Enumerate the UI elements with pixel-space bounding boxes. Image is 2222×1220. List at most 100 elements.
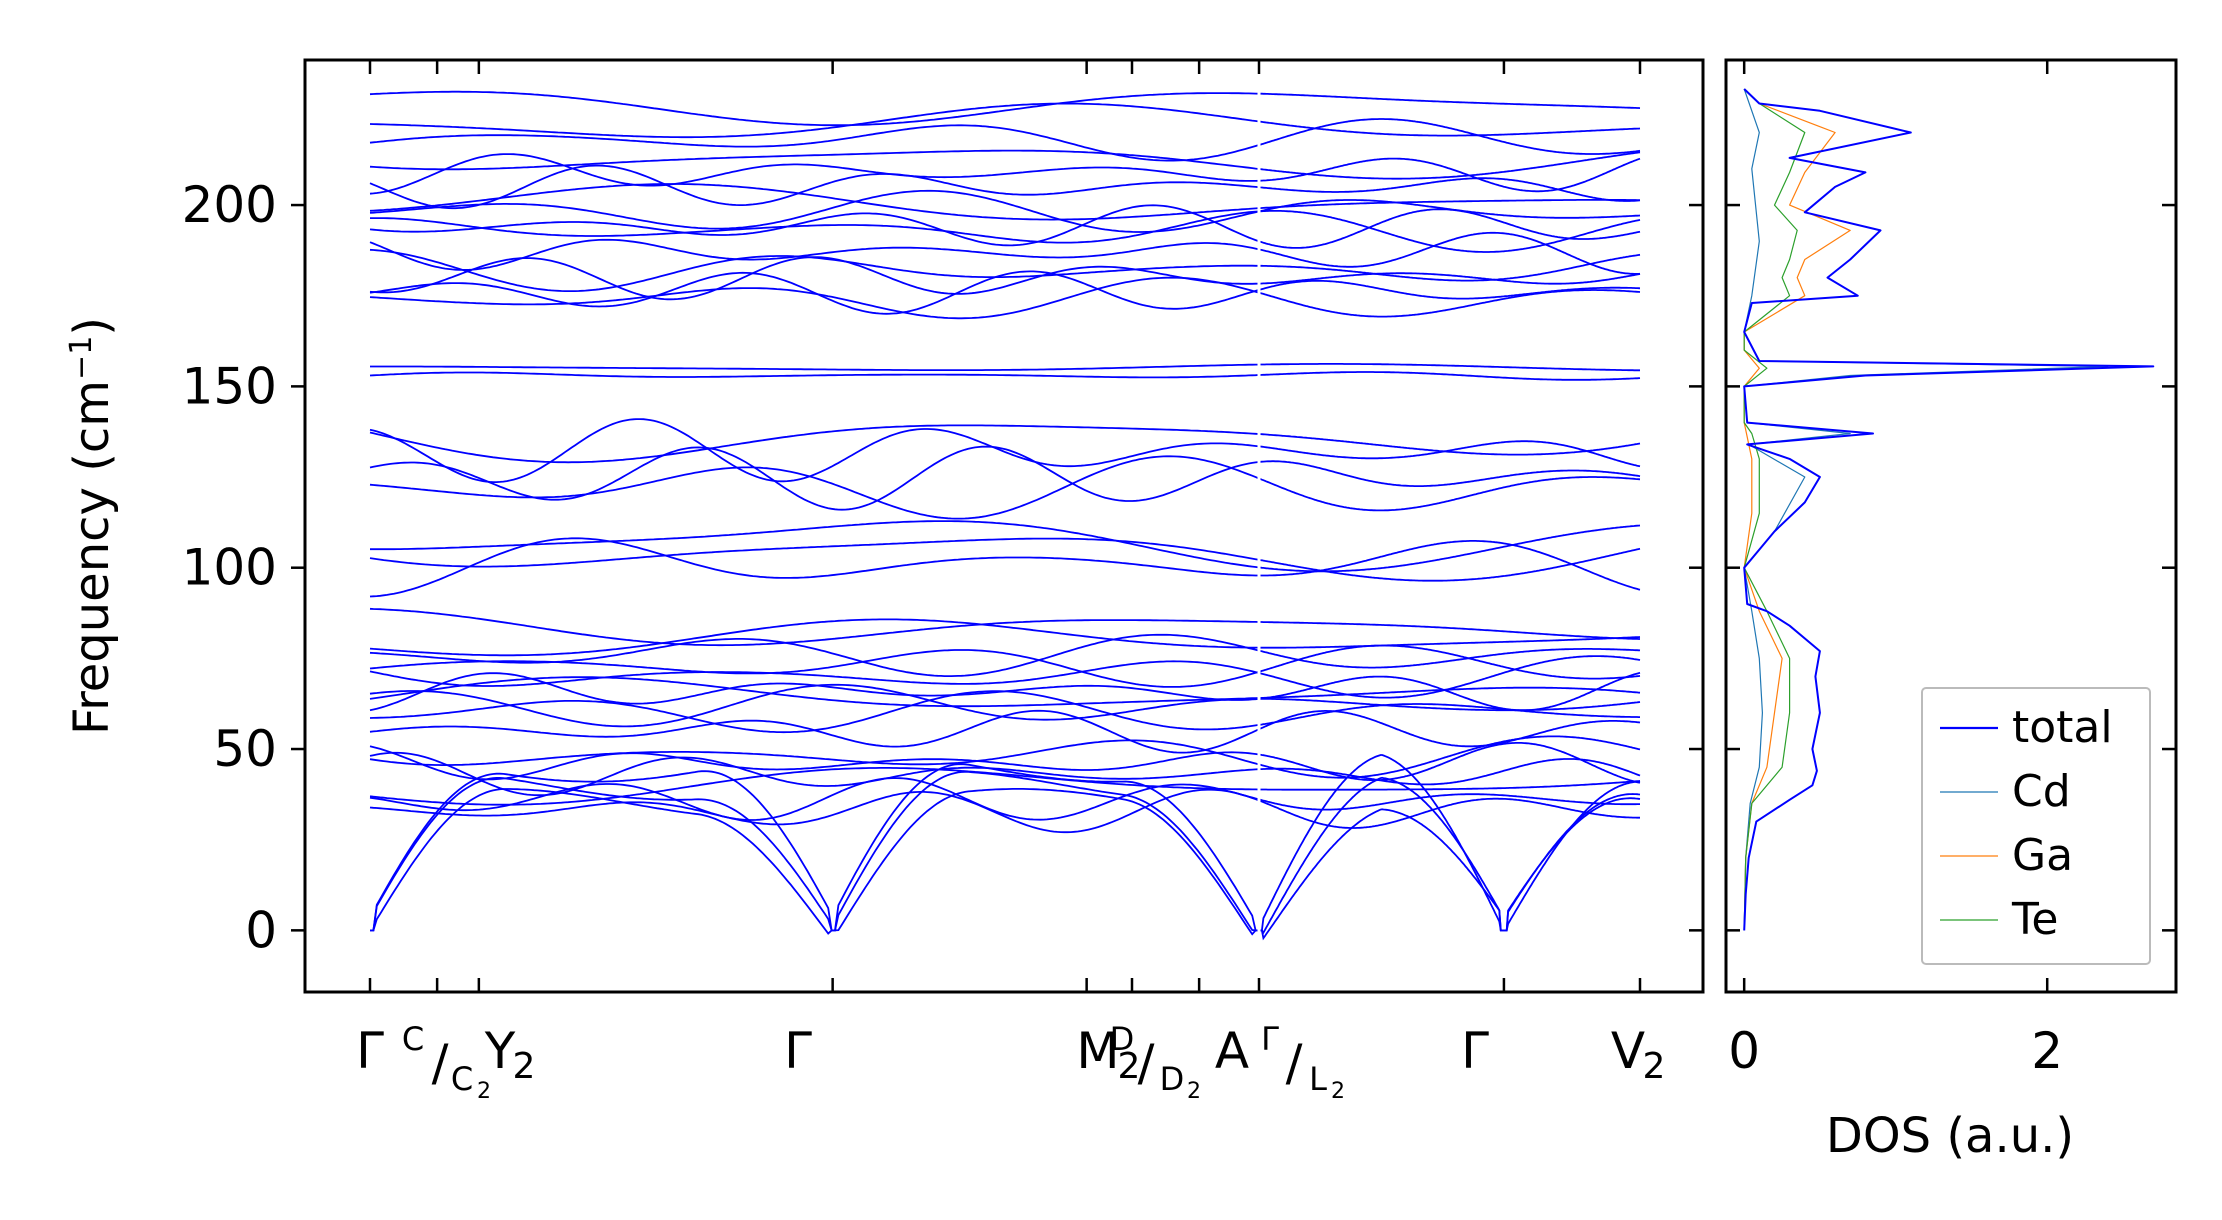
legend-frame bbox=[1921, 687, 2151, 965]
phonon-band bbox=[369, 672, 1260, 712]
phonon-band bbox=[369, 270, 1260, 315]
y-axis-label-close: ) bbox=[64, 317, 120, 336]
x-tick-label-d-sub: D bbox=[1160, 1060, 1185, 1098]
phonon-band bbox=[1259, 797, 1641, 941]
dos-panel-frame bbox=[1724, 58, 2178, 994]
phonon-band bbox=[369, 276, 1260, 320]
phonon-band bbox=[369, 676, 1260, 708]
x-tick-label-y2-sub: 2 bbox=[513, 1046, 536, 1087]
dos-x-tick-label: 2 bbox=[2031, 1022, 2063, 1080]
dos-ticks bbox=[1726, 60, 2176, 992]
band-x-ticks bbox=[368, 60, 1642, 992]
band-structure-panel: 0 50 100 150 200 Γ C / C 2 Y 2 Γ M 2 D / D 2… bbox=[64, 58, 1705, 1104]
x-tick-label-gl-sub-2: 2 bbox=[1331, 1079, 1345, 1104]
phonon-band bbox=[369, 204, 1260, 247]
phonon-band bbox=[369, 537, 1259, 598]
phonon-band bbox=[369, 424, 1260, 464]
phonon-band bbox=[1258, 793, 1640, 811]
dos-legend: total Cd Ga Te bbox=[1921, 687, 2151, 965]
phonon-band bbox=[1258, 742, 1641, 784]
phonon-band bbox=[369, 445, 1260, 511]
band-y-axis-label: Frequency (cm−1) bbox=[64, 317, 121, 735]
phonon-band bbox=[1258, 440, 1641, 468]
phonon-band bbox=[1258, 671, 1641, 712]
phonon-band bbox=[369, 248, 1259, 292]
x-tick-label-m2-sub: 2 bbox=[1118, 1046, 1141, 1087]
phonon-band bbox=[369, 751, 1260, 797]
x-tick-label-gamma-1: Γ bbox=[356, 1022, 384, 1080]
phonon-band bbox=[1259, 92, 1641, 109]
phonon-band bbox=[1258, 231, 1641, 275]
phonon-band bbox=[370, 788, 1259, 936]
x-tick-label-gl-sub: L bbox=[1309, 1060, 1327, 1098]
phonon-band bbox=[369, 455, 1260, 520]
phonon-band bbox=[1259, 636, 1641, 649]
phonon-band bbox=[369, 767, 1260, 806]
x-tick-label-c-sup: C bbox=[402, 1020, 424, 1058]
band-x-tick-labels: Γ C / C 2 Y 2 Γ M 2 D / D 2 A Γ / L 2 Γ … bbox=[356, 1020, 1665, 1104]
x-tick-label-gamma-3: Γ bbox=[1461, 1022, 1489, 1080]
phonon-band bbox=[1258, 118, 1641, 155]
x-tick-label-v2-sub: 2 bbox=[1643, 1046, 1666, 1087]
phonon-band bbox=[1258, 735, 1641, 779]
phonon-band bbox=[370, 771, 1259, 932]
phonon-band bbox=[369, 788, 1260, 834]
x-tick-label-d-sup: D bbox=[1110, 1020, 1135, 1058]
x-tick-label-c-sub: C bbox=[451, 1060, 473, 1098]
phonon-band bbox=[1258, 524, 1641, 573]
phonon-band bbox=[1259, 272, 1641, 285]
dos-x-axis-label: DOS (a.u.) bbox=[1826, 1108, 2074, 1164]
band-y-tick-label: 100 bbox=[182, 539, 277, 597]
phonon-band bbox=[1258, 797, 1640, 829]
dos-x-tick-label: 0 bbox=[1728, 1022, 1760, 1080]
phonon-band bbox=[369, 709, 1260, 754]
legend-label-te: Te bbox=[2011, 894, 2058, 945]
x-tick-label-c-slash: / bbox=[432, 1034, 449, 1092]
y-axis-label-sup: −1 bbox=[64, 336, 99, 380]
phonon-band-lines bbox=[369, 90, 1641, 941]
phonon-band bbox=[369, 124, 1260, 162]
phonon-band bbox=[369, 660, 1260, 687]
phonon-band bbox=[369, 618, 1260, 657]
phonon-band bbox=[1259, 371, 1641, 381]
phonon-band bbox=[369, 183, 1260, 221]
dos-series-ga bbox=[1743, 88, 1851, 931]
phonon-band bbox=[1259, 621, 1640, 640]
phonon-band bbox=[369, 739, 1260, 766]
phonon-band bbox=[369, 90, 1260, 127]
band-panel-frame bbox=[303, 58, 1705, 994]
dos-series-lines bbox=[1743, 88, 2155, 931]
phonon-band bbox=[369, 418, 1260, 483]
phonon-band bbox=[370, 363, 1259, 371]
x-tick-label-m2: M bbox=[1076, 1022, 1119, 1080]
phonon-band bbox=[369, 745, 1260, 781]
x-tick-label-a: A bbox=[1215, 1022, 1249, 1080]
phonon-band bbox=[369, 189, 1260, 233]
dos-series-cd bbox=[1743, 88, 2109, 931]
phonon-band bbox=[369, 649, 1260, 688]
x-tick-label-gl-slash: / bbox=[1286, 1034, 1303, 1092]
phonon-band bbox=[1259, 540, 1641, 591]
band-y-tick-label: 200 bbox=[182, 176, 277, 234]
phonon-band bbox=[1258, 703, 1640, 726]
phonon-band bbox=[1258, 644, 1641, 680]
phonon-band bbox=[369, 777, 1260, 821]
phonon-band bbox=[369, 164, 1260, 210]
x-tick-label-d-sub-2: 2 bbox=[1187, 1079, 1201, 1104]
dos-series-total bbox=[1743, 88, 2155, 931]
phonon-band bbox=[370, 520, 1260, 569]
phonon-band bbox=[1259, 697, 1641, 712]
phonon-band bbox=[1258, 199, 1641, 219]
x-tick-label-gamma-2: Γ bbox=[784, 1022, 812, 1080]
band-y-tick-label: 0 bbox=[245, 901, 277, 959]
phonon-band bbox=[1258, 177, 1641, 202]
band-y-tick-label: 150 bbox=[182, 357, 277, 415]
phonon-band bbox=[1258, 710, 1641, 748]
phonon-band bbox=[1259, 776, 1641, 935]
phonon-band bbox=[1258, 120, 1641, 137]
y-axis-label-main: Frequency (cm bbox=[64, 380, 120, 735]
x-tick-label-y2: Y bbox=[484, 1022, 516, 1080]
phonon-band bbox=[1258, 433, 1641, 456]
